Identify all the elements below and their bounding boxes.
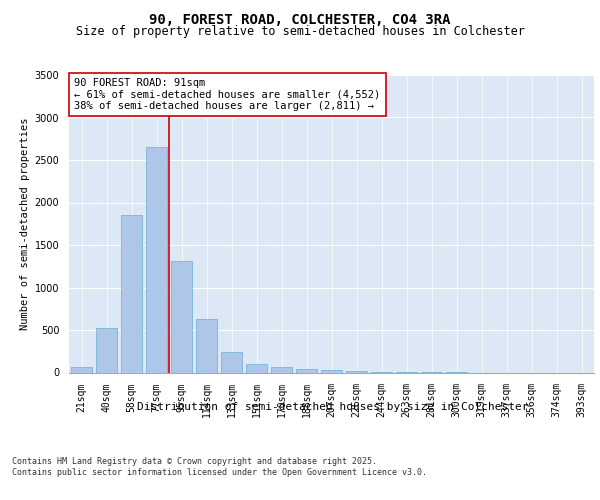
Bar: [121, 215, 142, 372]
Bar: [96, 328, 117, 372]
Bar: [321, 370, 342, 372]
Bar: [296, 369, 317, 372]
Bar: [221, 352, 242, 372]
Bar: [246, 364, 267, 372]
Y-axis label: Number of semi-detached properties: Number of semi-detached properties: [20, 118, 31, 330]
Text: 90 FOREST ROAD: 91sqm
← 61% of semi-detached houses are smaller (4,552)
38% of s: 90 FOREST ROAD: 91sqm ← 61% of semi-deta…: [74, 78, 380, 111]
Text: 90, FOREST ROAD, COLCHESTER, CO4 3RA: 90, FOREST ROAD, COLCHESTER, CO4 3RA: [149, 12, 451, 26]
Text: Contains HM Land Registry data © Crown copyright and database right 2025.
Contai: Contains HM Land Registry data © Crown c…: [12, 458, 427, 477]
Text: Distribution of semi-detached houses by size in Colchester: Distribution of semi-detached houses by …: [137, 402, 529, 412]
Bar: [346, 371, 367, 372]
Bar: [71, 367, 92, 372]
Text: Size of property relative to semi-detached houses in Colchester: Size of property relative to semi-detach…: [76, 25, 524, 38]
Bar: [146, 147, 167, 372]
Bar: [171, 261, 192, 372]
Bar: [196, 318, 217, 372]
Bar: [271, 367, 292, 372]
